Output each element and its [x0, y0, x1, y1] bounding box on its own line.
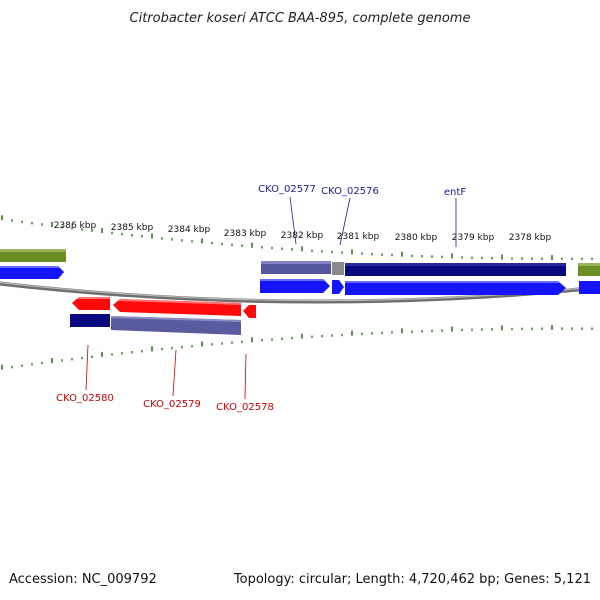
gene-arrow-forward [579, 281, 600, 294]
forward-gene-labels: CKO_02577 CKO_02576 entF [258, 184, 466, 198]
reverse-strand [70, 297, 256, 335]
gene-arrow-cko-02580 [72, 297, 110, 310]
cds-bar-entf [345, 263, 566, 276]
reverse-gene-labels: CKO_02580 CKO_02579 CKO_02578 [56, 393, 274, 413]
cds-bar-cko-02576 [332, 262, 344, 275]
ruler-label: 2381 kbp [337, 232, 380, 242]
gene-arrow-cko-02578 [243, 305, 256, 318]
accession-label: Accession: NC_009792 [9, 572, 157, 587]
ruler-label: 2380 kbp [395, 233, 438, 243]
ruler-label: 2386 kbp [54, 221, 97, 231]
gene-label-cko-02579: CKO_02579 [143, 399, 201, 410]
rna-bar [578, 263, 600, 276]
forward-strand [0, 249, 600, 295]
gene-label-entf: entF [444, 187, 466, 198]
ruler-label: 2384 kbp [168, 225, 211, 235]
outer-ruler [1, 215, 593, 261]
gene-label-cko-02576: CKO_02576 [321, 186, 379, 197]
genome-summary: Topology: circular; Length: 4,720,462 bp… [233, 572, 591, 587]
gene-label-cko-02578: CKO_02578 [216, 402, 274, 413]
cds-bar-cko-02577 [261, 261, 331, 274]
ruler-label: 2378 kbp [509, 233, 552, 243]
map-title: Citrobacter koseri ATCC BAA-895, complet… [130, 11, 471, 26]
rna-bar [0, 249, 66, 262]
inner-ruler [1, 324, 593, 370]
gene-label-cko-02580: CKO_02580 [56, 393, 114, 404]
ruler-label: 2385 kbp [111, 223, 154, 233]
ruler-label: 2379 kbp [452, 233, 495, 243]
gene-arrow-forward [0, 266, 64, 279]
gene-arrow-cko-02577 [260, 279, 330, 293]
cds-bar-cko-02580 [70, 314, 110, 327]
forward-label-leaders [289, 196, 457, 247]
reverse-label-leaders [85, 344, 247, 400]
gene-arrow-cko-02576 [332, 280, 344, 294]
ruler-labels: 2386 kbp 2385 kbp 2384 kbp 2383 kbp 2382… [54, 221, 552, 243]
gene-label-cko-02577: CKO_02577 [258, 184, 316, 195]
gene-arrow-entf [345, 281, 566, 295]
ruler-label: 2383 kbp [224, 229, 267, 239]
ruler-label: 2382 kbp [281, 231, 324, 241]
